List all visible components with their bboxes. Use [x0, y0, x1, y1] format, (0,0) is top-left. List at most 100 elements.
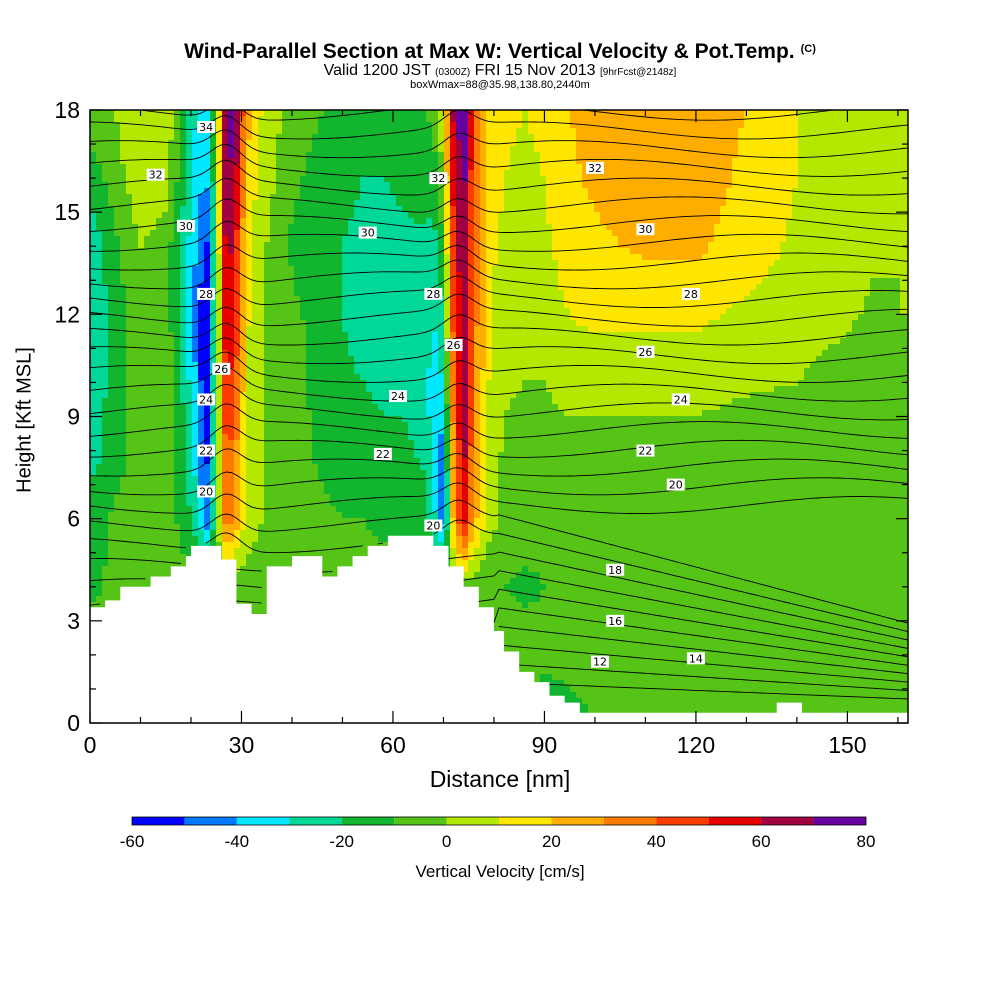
- velocity-cell: [732, 290, 739, 297]
- velocity-cell: [216, 230, 223, 237]
- velocity-cell: [888, 140, 895, 147]
- velocity-cell: [174, 158, 181, 165]
- velocity-cell: [366, 116, 373, 123]
- velocity-cell: [642, 188, 649, 195]
- velocity-cell: [300, 200, 307, 207]
- velocity-cell: [90, 194, 97, 201]
- velocity-cell: [408, 146, 415, 153]
- velocity-cell: [354, 260, 361, 267]
- velocity-cell: [432, 200, 439, 207]
- velocity-cell: [540, 314, 547, 321]
- velocity-cell: [792, 290, 799, 297]
- velocity-cell: [630, 116, 637, 123]
- velocity-cell: [204, 188, 211, 195]
- velocity-cell: [750, 170, 757, 177]
- velocity-cell: [156, 158, 163, 165]
- velocity-cell: [264, 326, 271, 333]
- velocity-cell: [252, 176, 259, 183]
- velocity-cell: [876, 302, 883, 309]
- velocity-cell: [894, 134, 901, 141]
- velocity-cell: [462, 242, 469, 249]
- velocity-cell: [636, 290, 643, 297]
- velocity-cell: [522, 242, 529, 249]
- velocity-cell: [288, 194, 295, 201]
- velocity-cell: [306, 314, 313, 321]
- velocity-cell: [114, 122, 121, 129]
- velocity-cell: [780, 218, 787, 225]
- velocity-cell: [240, 242, 247, 249]
- velocity-cell: [246, 218, 253, 225]
- velocity-cell: [372, 272, 379, 279]
- velocity-cell: [486, 278, 493, 285]
- velocity-cell: [552, 194, 559, 201]
- velocity-cell: [258, 218, 265, 225]
- velocity-cell: [366, 302, 373, 309]
- velocity-cell: [210, 242, 217, 249]
- velocity-cell: [216, 284, 223, 291]
- velocity-cell: [378, 170, 385, 177]
- velocity-cell: [732, 164, 739, 171]
- velocity-cell: [834, 164, 841, 171]
- velocity-cell: [420, 248, 427, 255]
- velocity-cell: [582, 128, 589, 135]
- velocity-cell: [216, 314, 223, 321]
- velocity-cell: [270, 128, 277, 135]
- velocity-cell: [282, 176, 289, 183]
- velocity-cell: [420, 284, 427, 291]
- velocity-cell: [684, 170, 691, 177]
- velocity-cell: [552, 128, 559, 135]
- velocity-cell: [438, 314, 445, 321]
- velocity-cell: [510, 128, 517, 135]
- velocity-cell: [660, 122, 667, 129]
- velocity-cell: [882, 128, 889, 135]
- velocity-cell: [630, 152, 637, 159]
- velocity-cell: [636, 128, 643, 135]
- velocity-cell: [204, 206, 211, 213]
- velocity-cell: [402, 284, 409, 291]
- velocity-cell: [630, 302, 637, 309]
- velocity-cell: [450, 182, 457, 189]
- velocity-cell: [552, 176, 559, 183]
- velocity-cell: [594, 218, 601, 225]
- velocity-cell: [492, 116, 499, 123]
- velocity-cell: [354, 224, 361, 231]
- velocity-cell: [558, 170, 565, 177]
- velocity-cell: [582, 218, 589, 225]
- velocity-cell: [546, 176, 553, 183]
- velocity-cell: [444, 128, 451, 135]
- velocity-cell: [810, 170, 817, 177]
- velocity-cell: [594, 116, 601, 123]
- velocity-cell: [486, 218, 493, 225]
- velocity-cell: [330, 176, 337, 183]
- velocity-cell: [174, 182, 181, 189]
- velocity-cell: [828, 272, 835, 279]
- velocity-cell: [780, 284, 787, 291]
- velocity-cell: [390, 128, 397, 135]
- velocity-cell: [834, 242, 841, 249]
- velocity-cell: [852, 200, 859, 207]
- velocity-cell: [744, 164, 751, 171]
- velocity-cell: [438, 230, 445, 237]
- velocity-cell: [432, 128, 439, 135]
- velocity-cell: [90, 302, 97, 309]
- velocity-cell: [354, 242, 361, 249]
- velocity-cell: [696, 182, 703, 189]
- velocity-cell: [492, 182, 499, 189]
- velocity-cell: [330, 170, 337, 177]
- velocity-cell: [774, 170, 781, 177]
- velocity-cell: [144, 146, 151, 153]
- velocity-cell: [648, 152, 655, 159]
- velocity-cell: [516, 188, 523, 195]
- velocity-cell: [414, 212, 421, 219]
- velocity-cell: [702, 164, 709, 171]
- velocity-cell: [684, 122, 691, 129]
- velocity-cell: [288, 140, 295, 147]
- velocity-cell: [420, 110, 427, 117]
- velocity-cell: [678, 134, 685, 141]
- velocity-cell: [900, 170, 907, 177]
- velocity-cell: [798, 152, 805, 159]
- velocity-cell: [336, 314, 343, 321]
- velocity-cell: [150, 158, 157, 165]
- velocity-cell: [900, 290, 907, 297]
- velocity-cell: [240, 254, 247, 261]
